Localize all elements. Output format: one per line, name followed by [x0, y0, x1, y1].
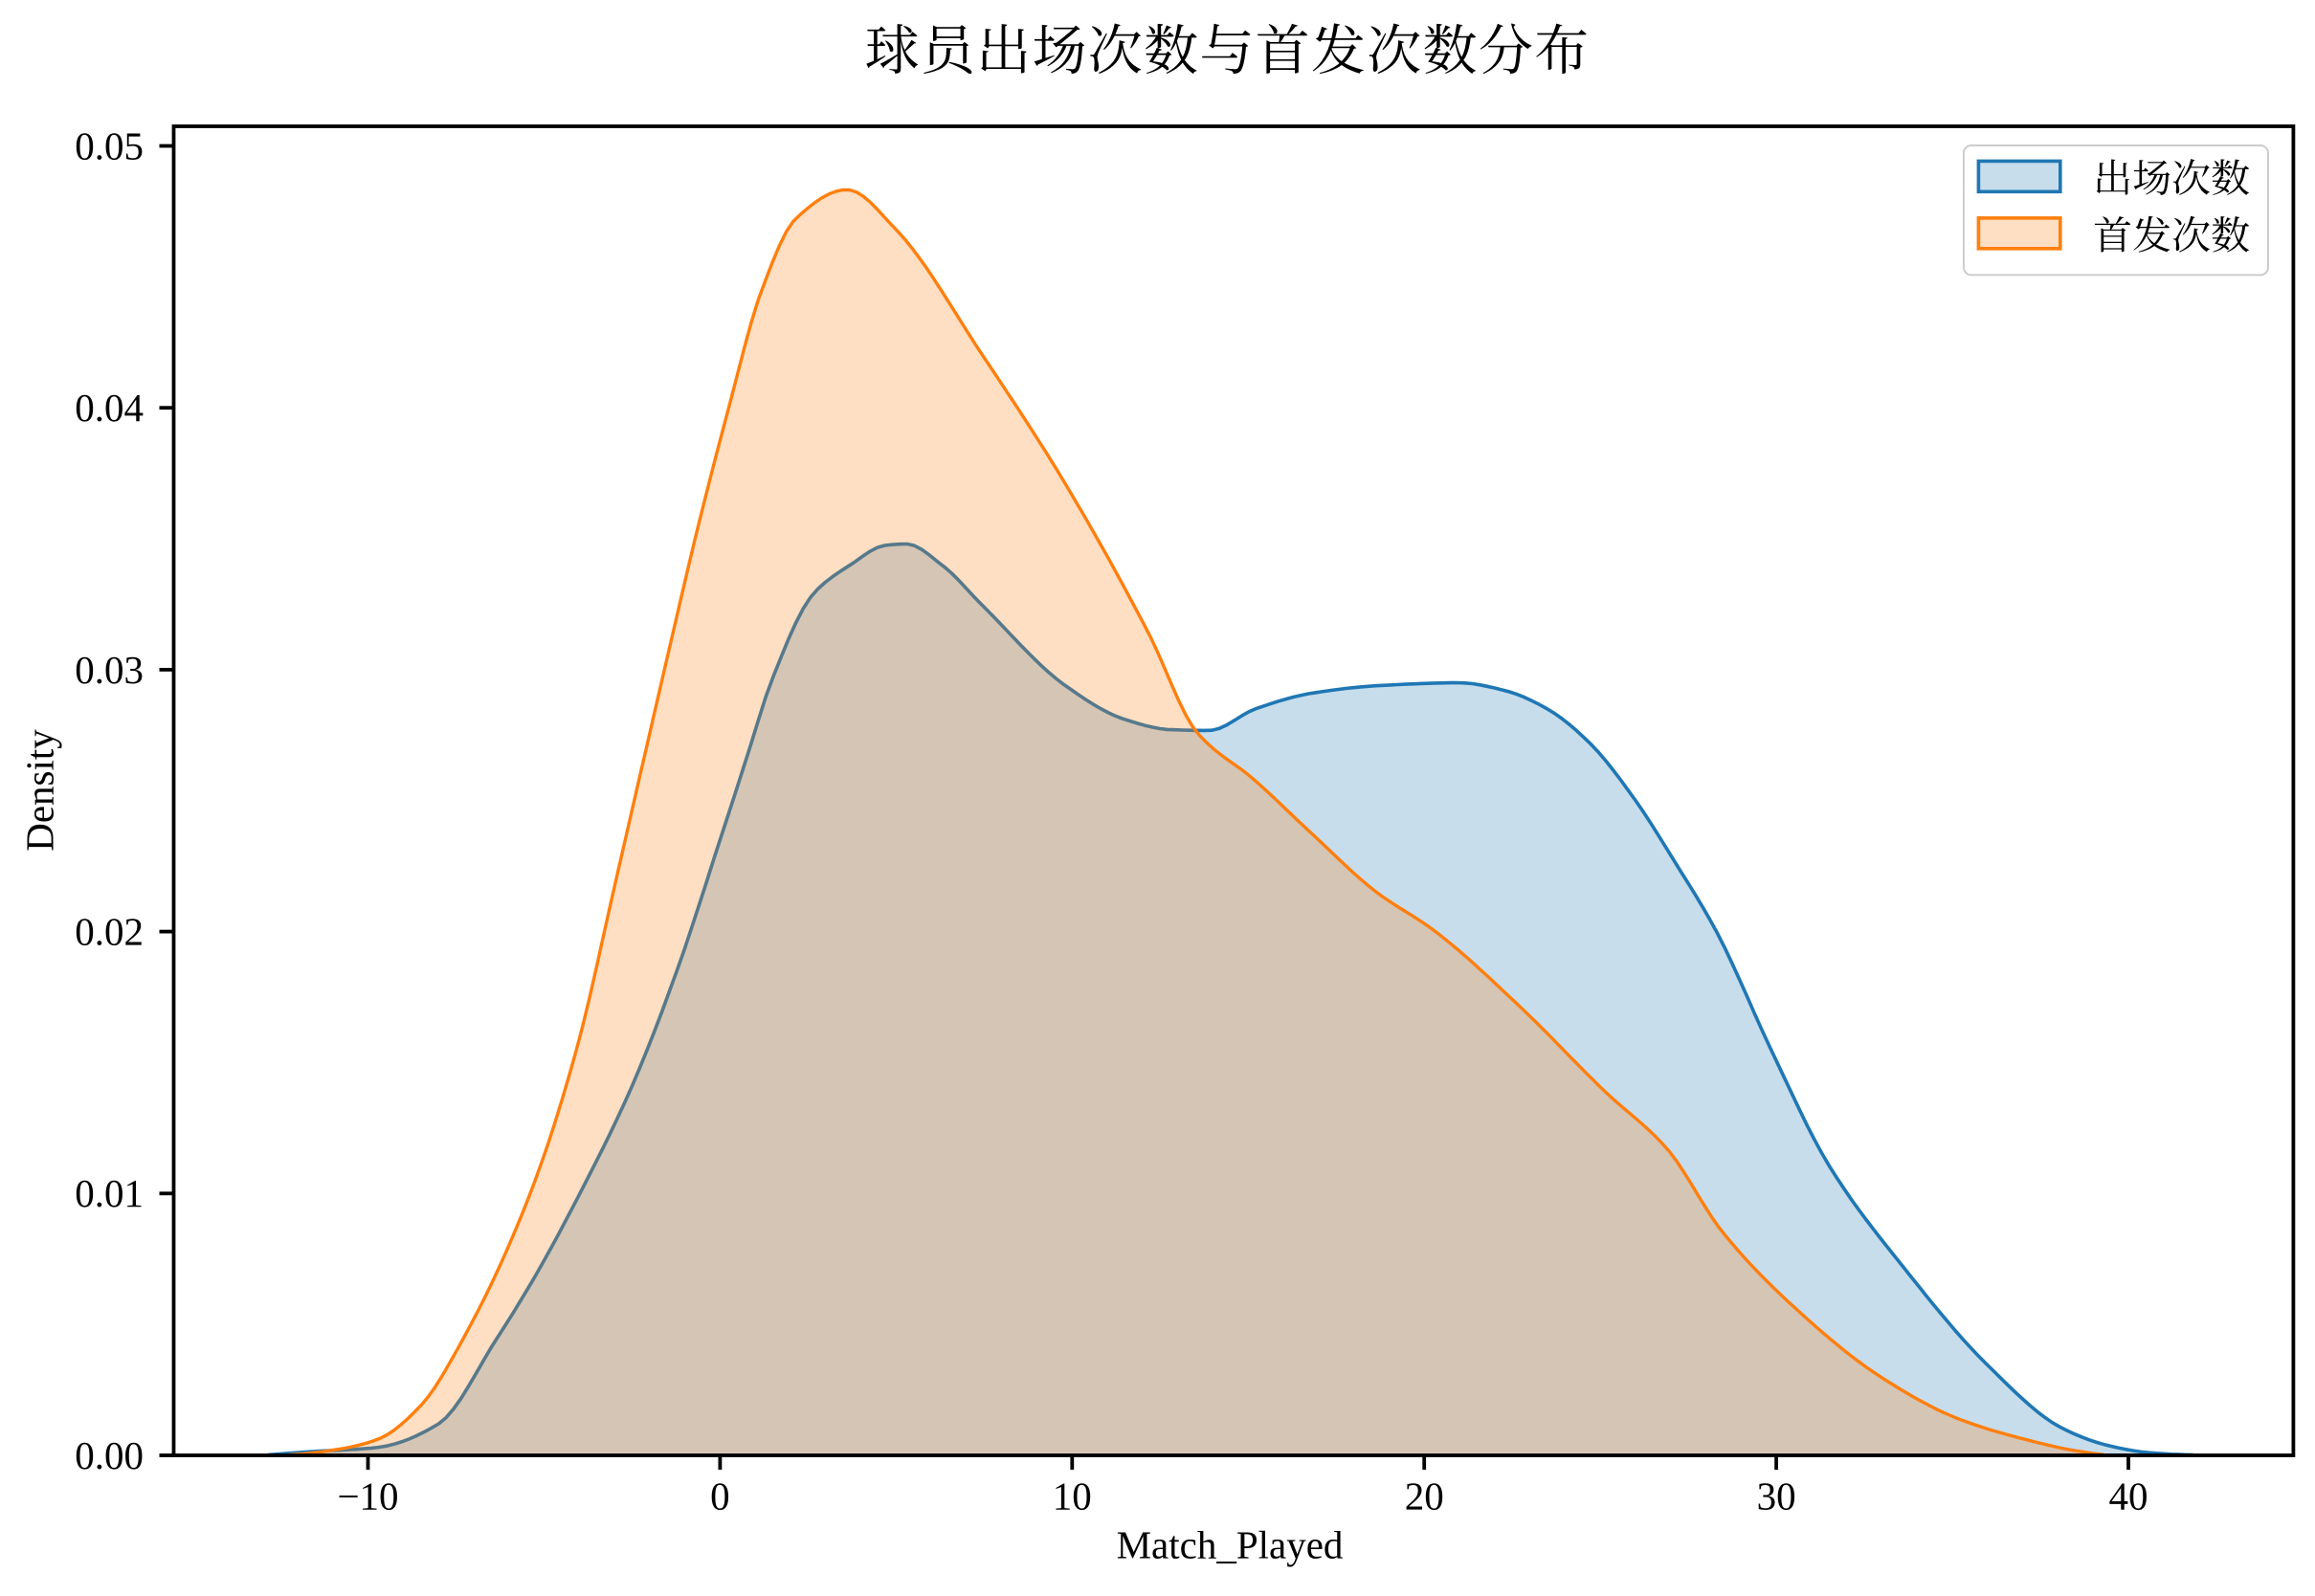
- svg-text:0.03: 0.03: [75, 648, 144, 692]
- svg-text:40: 40: [2109, 1474, 2148, 1518]
- svg-text:0.01: 0.01: [75, 1171, 144, 1215]
- svg-text:0.05: 0.05: [75, 123, 144, 167]
- svg-text:0: 0: [710, 1474, 730, 1518]
- svg-text:Density: Density: [18, 729, 62, 852]
- svg-text:0.00: 0.00: [75, 1433, 144, 1477]
- svg-text:20: 20: [1405, 1474, 1444, 1518]
- svg-text:Match_Played: Match_Played: [1117, 1523, 1344, 1567]
- svg-text:30: 30: [1757, 1474, 1796, 1518]
- svg-text:−10: −10: [337, 1474, 398, 1518]
- svg-text:0.04: 0.04: [75, 386, 144, 430]
- svg-text:10: 10: [1053, 1474, 1092, 1518]
- svg-text:0.02: 0.02: [75, 910, 144, 954]
